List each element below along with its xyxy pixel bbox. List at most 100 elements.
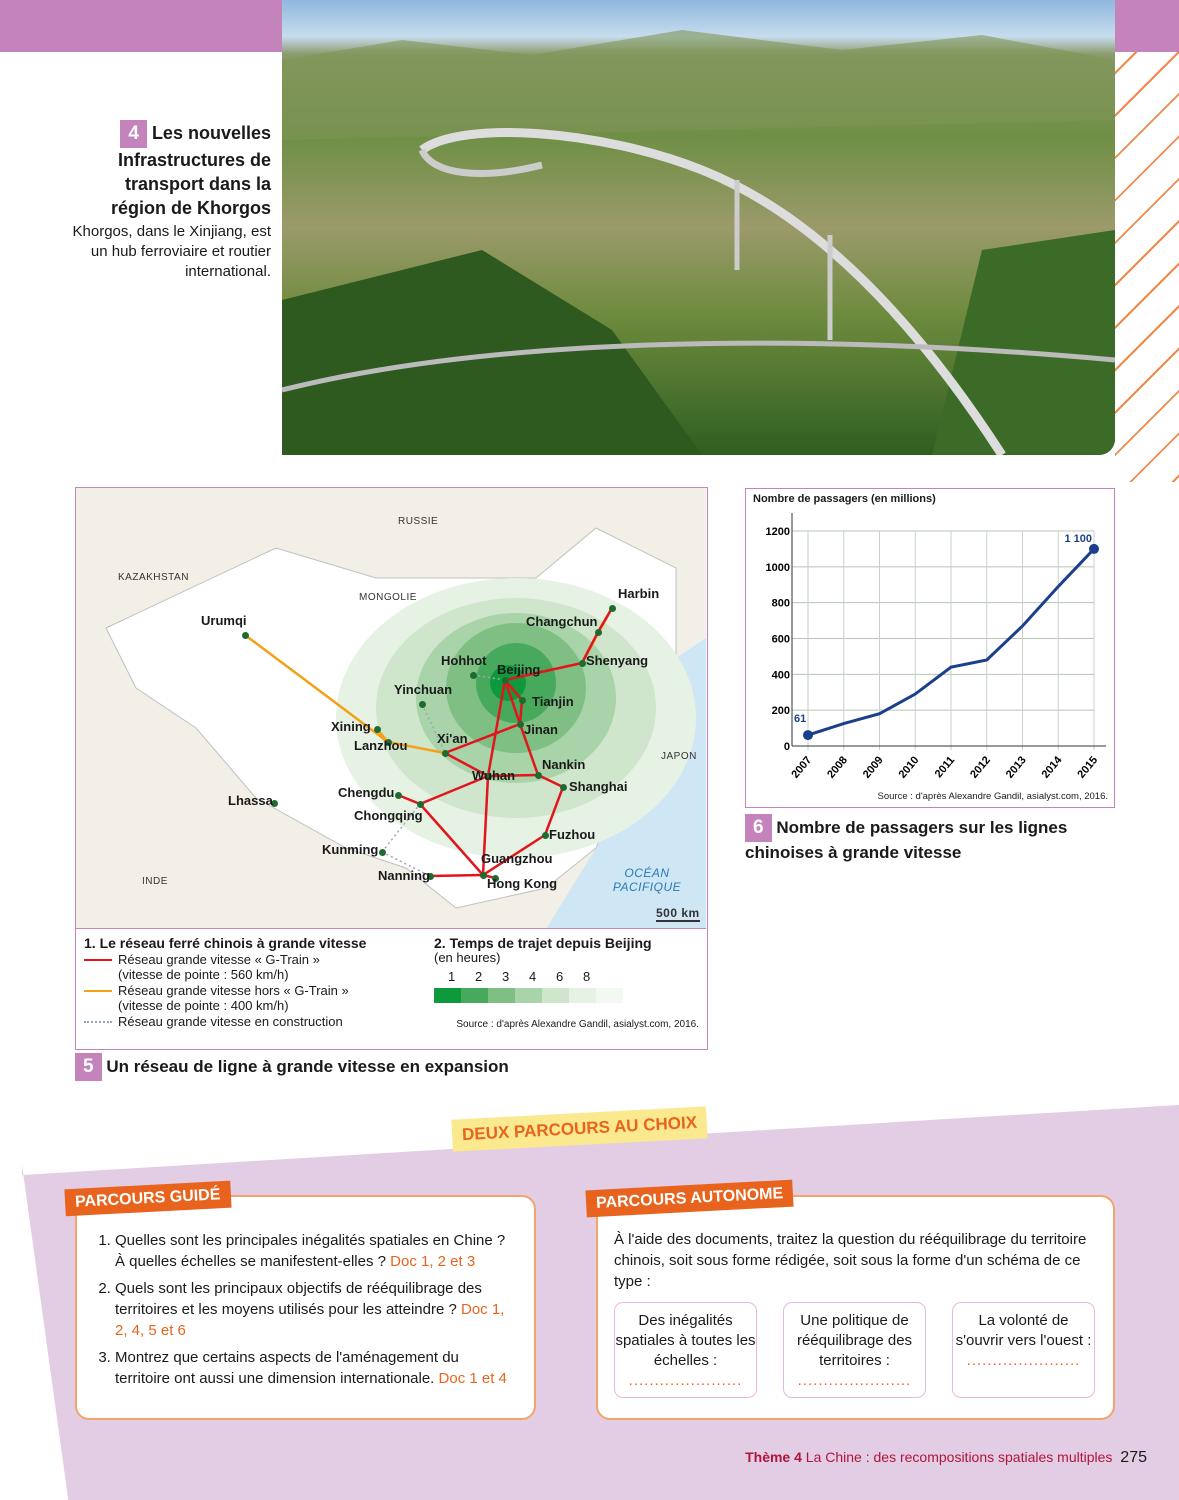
blank-line: ...................... [628, 1372, 743, 1389]
chart-source: Source : d'après Alexandre Gandil, asial… [877, 791, 1108, 802]
city-label: Nanning [378, 868, 430, 883]
city-label: Changchun [526, 614, 598, 629]
rail-line-construction [472, 674, 506, 681]
doc-ref[interactable]: Doc 1, 2 et 3 [390, 1253, 476, 1270]
legend-label: Réseau grande vitesse en construction [118, 1014, 343, 1029]
city-label: Fuzhou [549, 827, 596, 842]
rail-line-g-train [397, 793, 421, 806]
city-dot [608, 604, 616, 612]
doc6-caption: 6 Nombre de passagers sur les lignes chi… [745, 814, 1115, 864]
time-swatch [596, 988, 623, 1003]
y-tick-label: 800 [772, 598, 790, 610]
city-dot [516, 720, 524, 728]
city-dot [594, 628, 602, 636]
doc5-caption: 5 Un réseau de ligne à grande vitesse en… [75, 1053, 509, 1081]
rail-line-g-train [482, 833, 546, 877]
rail-line-g-train [419, 774, 489, 806]
rail-line-g-train [419, 803, 484, 876]
y-tick-label: 600 [772, 634, 790, 646]
city-dot [559, 783, 567, 791]
x-tick-label: 2008 [825, 754, 850, 780]
khorgos-photo [282, 0, 1115, 455]
doc4-number: 4 [120, 120, 147, 148]
city-dot [534, 771, 542, 779]
rail-line-g-train [504, 661, 583, 682]
doc-ref[interactable]: Doc 1, 2, 4, 5 et 6 [115, 1301, 505, 1339]
legend-label: Réseau grande vitesse « G-Train » [118, 952, 320, 967]
doc4-title: Les nouvelles Infrastructures de transpo… [110, 123, 271, 218]
rail-line-g-train [537, 773, 564, 789]
y-tick-label: 1000 [766, 562, 790, 574]
map-legend: 1. Le réseau ferré chinois à grande vite… [84, 935, 699, 1030]
map-area: RUSSIE KAZAKHSTAN MONGOLIE INDE JAPON OC… [76, 488, 706, 929]
doc5-number: 5 [75, 1053, 102, 1081]
rail-line-standard [244, 633, 389, 744]
city-dot [469, 671, 477, 679]
time-step-label: 2 [475, 969, 483, 984]
question-1: Quelles sont les principales inégalités … [115, 1230, 518, 1272]
y-tick-label: 400 [772, 669, 790, 681]
y-tick-label: 0 [784, 741, 790, 753]
legend2-unit: (en heures) [434, 950, 501, 965]
rail-line-standard [387, 740, 446, 755]
page-footer: Thème 4 La Chine : des recompositions sp… [745, 1449, 1147, 1467]
y-tick-label: 1200 [766, 526, 790, 538]
series-line [807, 547, 1096, 737]
legend-detail: (vitesse de pointe : 560 km/h) [118, 967, 289, 982]
city-dot [426, 872, 434, 880]
doc5-title: Un réseau de ligne à grande vitesse en e… [106, 1057, 509, 1076]
city-dot [491, 874, 499, 882]
rail-line-g-train [543, 786, 565, 836]
guided-path-panel: PARCOURS GUIDÉ Quelles sont les principa… [64, 1180, 536, 1420]
x-tick-label: 2009 [861, 754, 886, 780]
legend-item: Réseau grande vitesse en construction [84, 1014, 434, 1029]
city-label: Tianjin [532, 694, 574, 709]
city-label: Urumqi [201, 613, 247, 628]
y-tick-label: 200 [772, 705, 790, 717]
city-dot [418, 700, 426, 708]
footer-theme: Thème 4 [745, 1449, 802, 1465]
city-dot [394, 791, 402, 799]
city-label: Shenyang [586, 653, 649, 668]
city-label: Hohhot [441, 653, 487, 668]
chart-svg: 0 200 400 600 800 1000 1200 2007 2008 2009 2010 201… [766, 513, 1106, 781]
legend1-title: 1. Le réseau ferré chinois à grande vite… [84, 935, 367, 951]
doc-ref[interactable]: Doc 1 et 4 [438, 1370, 507, 1387]
city-label: Nankin [542, 757, 586, 772]
city-label: Lhassa [228, 793, 273, 808]
city-label: Kunming [322, 842, 379, 857]
city-dot [578, 659, 586, 667]
country-label: KAZAKHSTAN [118, 572, 189, 583]
rail-line-construction [421, 703, 446, 754]
country-label: INDE [142, 876, 168, 887]
rail-line-g-train [580, 631, 600, 664]
city-dot [373, 725, 381, 733]
rail-line-g-train [518, 723, 540, 776]
time-swatch [569, 988, 596, 1003]
rail-line-g-train [444, 751, 489, 778]
map-source: Source : d'après Alexandre Gandil, asial… [456, 1019, 699, 1030]
schema-text: Une politique de rééquilibrage des terri… [796, 1312, 913, 1369]
schema-text: Des inégalités spatiales à toutes les éc… [615, 1312, 756, 1369]
autonomous-path-panel: PARCOURS AUTONOME À l'aide des documents… [585, 1179, 1115, 1420]
rail-line-g-train [596, 607, 614, 633]
city-label: Beijing [497, 662, 541, 677]
data-label: 61 [794, 713, 806, 725]
city-label: Xi'an [437, 731, 468, 746]
doc4-subtitle: Khorgos, dans le Xinjiang, est un hub fe… [72, 223, 271, 280]
city-label: Jinan [524, 722, 558, 737]
x-tick-label: 2013 [1004, 754, 1029, 780]
city-dot [484, 772, 492, 780]
bridge-illustration [282, 30, 1115, 455]
question-text: Quels sont les principaux objectifs de r… [115, 1280, 482, 1318]
x-tick-label: 2011 [933, 754, 958, 780]
city-label: Lanzhou [354, 738, 408, 753]
page-number: 275 [1120, 1449, 1147, 1466]
country-label: JAPON [661, 751, 697, 762]
x-tick-label: 2010 [897, 754, 922, 780]
rail-network-map: RUSSIE KAZAKHSTAN MONGOLIE INDE JAPON OC… [75, 487, 708, 1050]
time-swatch [542, 988, 569, 1003]
time-step-label: 4 [529, 969, 537, 984]
ocean-label: OCÉAN PACIFIQUE [612, 866, 682, 894]
city-dot [416, 800, 424, 808]
